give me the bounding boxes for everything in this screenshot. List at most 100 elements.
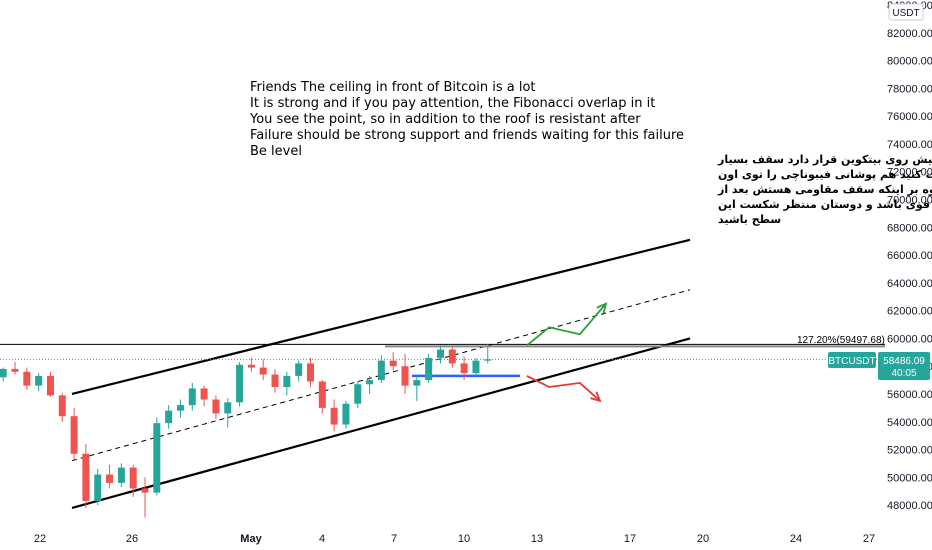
price-tick-label: 76000.00 [887, 111, 932, 123]
note-fa-line-5: سطح باشید [718, 213, 781, 226]
drawing-overlays[interactable] [526, 302, 608, 403]
candle-body [366, 380, 374, 385]
candle-body [271, 374, 279, 388]
time-tick-label: 10 [458, 533, 470, 545]
candle-body [58, 395, 66, 417]
time-tick-label: 13 [531, 533, 543, 545]
bullish-arrow [526, 303, 607, 347]
candle-body [247, 364, 255, 368]
time-tick-label: 17 [624, 533, 636, 545]
time-axis[interactable]: 22 26 May 4 7 10 13 17 20 24 27 [34, 533, 875, 545]
channel-mid-line [71, 289, 691, 462]
candle-body [377, 360, 385, 381]
note-fa-line-3: نقطه میبینید پس علاوه بر اینکه سقف مقاوم… [717, 183, 932, 196]
bearish-arrow-arrowhead [590, 391, 602, 403]
price-tick-label: 50000.00 [887, 472, 932, 484]
candle-body [165, 410, 173, 424]
price-tick-label: 60000.00 [887, 333, 932, 345]
price-axis[interactable]: 48000.00 50000.00 52000.00 54000.00 56000.00… [887, 0, 932, 512]
price-tick-label: 80000.00 [887, 56, 932, 68]
countdown-tag: 40:05 [891, 368, 916, 379]
candle-body [46, 375, 54, 396]
candlestick-series[interactable] [0, 343, 492, 518]
price-tick-label: 82000.00 [887, 28, 932, 40]
candle-body [413, 380, 421, 386]
candle-body [484, 359, 492, 361]
note-fa-line-2: قوی است و اگر دقت کنید هم پوشانی فیبوناچ… [718, 168, 932, 181]
price-tick-label: 78000.00 [887, 83, 932, 95]
symbol-tag-box [828, 352, 876, 368]
candle-body [0, 368, 7, 378]
candle-body [224, 402, 232, 414]
currency-tag-box[interactable] [888, 3, 924, 21]
note-en-line-4: Failure should be strong support and fri… [250, 128, 684, 143]
candle-body [425, 357, 433, 381]
note-fa-line-4: شکست باید حمایت قوی باشد و دوستان منتظر … [718, 198, 932, 211]
candle-body [117, 467, 125, 483]
candle-body [295, 363, 303, 376]
time-tick-label: 4 [319, 533, 325, 545]
channel-upper-line [71, 238, 691, 396]
candle-body [70, 416, 78, 454]
candle-body [448, 349, 456, 364]
candle-body [188, 388, 196, 406]
time-tick-label: 20 [697, 533, 709, 545]
price-tick-label: 54000.00 [887, 417, 932, 429]
price-tick-label: 68000.00 [887, 222, 932, 234]
price-tick-label: 52000.00 [887, 445, 932, 457]
time-tick-label: 7 [391, 533, 397, 545]
price-tick-label: 66000.00 [887, 250, 932, 262]
channel-lower-line [71, 337, 691, 509]
candle-body [436, 349, 444, 358]
candle-body [259, 367, 267, 375]
fib-level-label: 127.20%(59497.68) [797, 335, 885, 346]
last-price-tag-box [878, 352, 930, 380]
candle-body [141, 488, 149, 493]
time-tick-label: 22 [34, 533, 46, 545]
candle-body [200, 388, 208, 400]
candle-body [129, 467, 137, 489]
currency-tag: USDT [892, 8, 919, 19]
time-tick-label: 26 [126, 533, 138, 545]
candle-body [11, 368, 19, 372]
candle-body [94, 474, 102, 501]
candle-body [176, 405, 184, 411]
time-tick-label: May [240, 533, 262, 545]
price-tick-label: 74000.00 [887, 139, 932, 151]
english-note[interactable]: Friends The ceiling in front of Bitcoin … [249, 80, 684, 159]
candle-body [330, 407, 338, 425]
candle-body [318, 381, 326, 408]
note-en-line-5: Be level [250, 144, 302, 159]
candle-body [354, 384, 362, 404]
price-tick-label: 72000.00 [887, 167, 932, 179]
price-tick-label: 64000.00 [887, 278, 932, 290]
candle-body [401, 366, 409, 386]
candle-body [35, 375, 43, 386]
persian-note[interactable]: دوستان سقفی که پیش روی بیتکوین قرار دارد… [717, 153, 932, 226]
time-tick-label: 27 [863, 533, 875, 545]
candle-body [389, 360, 397, 367]
note-en-line-1: Friends The ceiling in front of Bitcoin … [250, 80, 536, 95]
candle-body [23, 371, 31, 386]
bearish-arrow [526, 375, 601, 402]
time-tick-label: 24 [790, 533, 802, 545]
candle-body [472, 360, 480, 374]
candle-body [236, 364, 244, 403]
candle-body [212, 399, 220, 414]
candle-body [82, 453, 90, 501]
price-tick-label: 56000.00 [887, 389, 932, 401]
bullish-arrow-arrowhead [596, 302, 608, 314]
symbol-tag: BTCUSDT [828, 356, 875, 367]
price-tick-label: 70000.00 [887, 194, 932, 206]
price-tick-label: 48000.00 [887, 500, 932, 512]
price-tick-label: 62000.00 [887, 306, 932, 318]
candle-body [153, 423, 161, 493]
channel-drawing[interactable] [0, 238, 885, 509]
note-en-line-3: You see the point, so in addition to the… [249, 112, 641, 127]
candle-body [106, 474, 114, 483]
note-fa-line-1: دوستان سقفی که پیش روی بیتکوین قرار دارد… [717, 153, 932, 166]
last-price-tag: 58486.09 [883, 356, 925, 367]
candle-body [306, 363, 314, 382]
